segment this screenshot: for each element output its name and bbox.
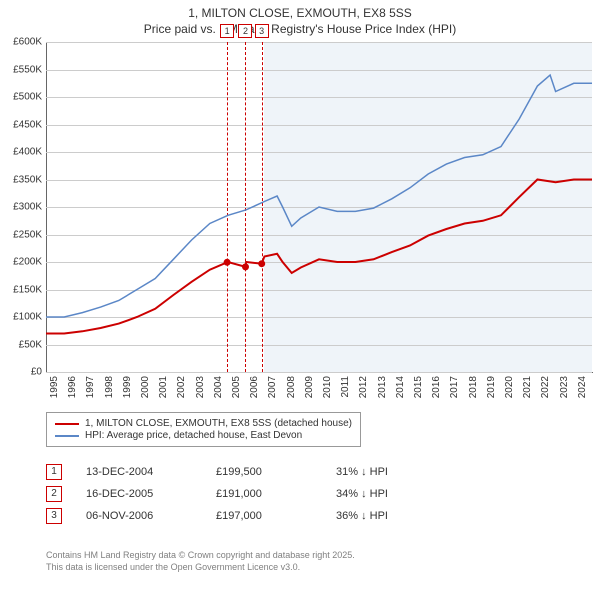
txn-row-marker: 2 xyxy=(46,486,62,502)
y-tick-label: £250K xyxy=(13,229,42,240)
y-tick-label: £50K xyxy=(19,339,42,350)
title-line1: 1, MILTON CLOSE, EXMOUTH, EX8 5SS xyxy=(0,6,600,22)
x-tick-label: 2002 xyxy=(176,376,187,398)
sale-dot xyxy=(242,263,249,270)
x-tick-label: 2001 xyxy=(158,376,169,398)
x-tick-label: 2003 xyxy=(195,376,206,398)
legend-swatch xyxy=(55,435,79,437)
legend-box: 1, MILTON CLOSE, EXMOUTH, EX8 5SS (detac… xyxy=(46,412,361,447)
x-tick-label: 2006 xyxy=(249,376,260,398)
txn-row-marker: 1 xyxy=(46,464,62,480)
table-row: 1 13-DEC-2004£199,50031% ↓ HPI xyxy=(46,464,456,480)
footer-line2: This data is licensed under the Open Gov… xyxy=(46,562,355,574)
x-tick-label: 2017 xyxy=(449,376,460,398)
txn-price: £199,500 xyxy=(216,466,336,478)
y-tick-label: £400K xyxy=(13,147,42,158)
txn-marker-box: 3 xyxy=(255,24,269,38)
y-tick-label: £100K xyxy=(13,312,42,323)
x-tick-label: 2005 xyxy=(231,376,242,398)
txn-price: £191,000 xyxy=(216,488,336,500)
x-tick-label: 2018 xyxy=(468,376,479,398)
y-tick-label: £500K xyxy=(13,92,42,103)
title-line2: Price paid vs. HM Land Registry's House … xyxy=(0,22,600,38)
y-tick-label: £200K xyxy=(13,257,42,268)
y-tick-label: £600K xyxy=(13,37,42,48)
txn-diff: 34% ↓ HPI xyxy=(336,488,456,500)
x-tick-label: 2020 xyxy=(504,376,515,398)
legend-row: 1, MILTON CLOSE, EXMOUTH, EX8 5SS (detac… xyxy=(55,418,352,429)
legend-swatch xyxy=(55,423,79,425)
x-tick-label: 2021 xyxy=(522,376,533,398)
x-tick-label: 2013 xyxy=(377,376,388,398)
transaction-table: 1 13-DEC-2004£199,50031% ↓ HPI 2 16-DEC-200… xyxy=(46,458,456,530)
footer-line1: Contains HM Land Registry data © Crown c… xyxy=(46,550,355,562)
legend-row: HPI: Average price, detached house, East… xyxy=(55,430,352,441)
x-tick-label: 2008 xyxy=(286,376,297,398)
x-tick-label: 2010 xyxy=(322,376,333,398)
y-tick-label: £300K xyxy=(13,202,42,213)
x-tick-label: 2012 xyxy=(358,376,369,398)
txn-diff: 31% ↓ HPI xyxy=(336,466,456,478)
txn-date: 13-DEC-2004 xyxy=(86,466,216,478)
x-tick-label: 1996 xyxy=(67,376,78,398)
series-line xyxy=(46,75,592,317)
x-tick-label: 2000 xyxy=(140,376,151,398)
x-tick-label: 2022 xyxy=(540,376,551,398)
txn-row-marker: 3 xyxy=(46,508,62,524)
x-tick-label: 2015 xyxy=(413,376,424,398)
sale-dot xyxy=(258,260,265,267)
series-svg xyxy=(46,42,592,372)
y-tick-label: £450K xyxy=(13,119,42,130)
x-tick-label: 2004 xyxy=(213,376,224,398)
y-tick-label: £350K xyxy=(13,174,42,185)
txn-diff: 36% ↓ HPI xyxy=(336,510,456,522)
y-tick-label: £150K xyxy=(13,284,42,295)
chart-plot-area: £0£50K£100K£150K£200K£250K£300K£350K£400… xyxy=(46,42,592,372)
legend-label: 1, MILTON CLOSE, EXMOUTH, EX8 5SS (detac… xyxy=(85,418,352,429)
txn-price: £197,000 xyxy=(216,510,336,522)
txn-marker-box: 2 xyxy=(238,24,252,38)
x-tick-label: 1995 xyxy=(49,376,60,398)
gridline xyxy=(46,372,592,373)
table-row: 2 16-DEC-2005£191,00034% ↓ HPI xyxy=(46,486,456,502)
sale-dot xyxy=(224,259,231,266)
legend-label: HPI: Average price, detached house, East… xyxy=(85,430,302,441)
y-tick-label: £0 xyxy=(31,367,42,378)
series-line xyxy=(46,180,592,334)
x-tick-label: 2014 xyxy=(395,376,406,398)
x-tick-label: 2016 xyxy=(431,376,442,398)
x-tick-label: 2023 xyxy=(559,376,570,398)
x-tick-label: 2011 xyxy=(340,376,351,398)
txn-date: 06-NOV-2006 xyxy=(86,510,216,522)
y-tick-label: £550K xyxy=(13,64,42,75)
x-tick-label: 2024 xyxy=(577,376,588,398)
x-tick-label: 1999 xyxy=(122,376,133,398)
x-tick-label: 2009 xyxy=(304,376,315,398)
title-block: 1, MILTON CLOSE, EXMOUTH, EX8 5SS Price … xyxy=(0,0,600,37)
x-tick-label: 1998 xyxy=(104,376,115,398)
txn-date: 16-DEC-2005 xyxy=(86,488,216,500)
table-row: 3 06-NOV-2006£197,00036% ↓ HPI xyxy=(46,508,456,524)
chart-container: 1, MILTON CLOSE, EXMOUTH, EX8 5SS Price … xyxy=(0,0,600,590)
txn-marker-box: 1 xyxy=(220,24,234,38)
x-tick-label: 2019 xyxy=(486,376,497,398)
x-tick-label: 1997 xyxy=(85,376,96,398)
x-tick-label: 2007 xyxy=(267,376,278,398)
footer-text: Contains HM Land Registry data © Crown c… xyxy=(46,550,355,573)
